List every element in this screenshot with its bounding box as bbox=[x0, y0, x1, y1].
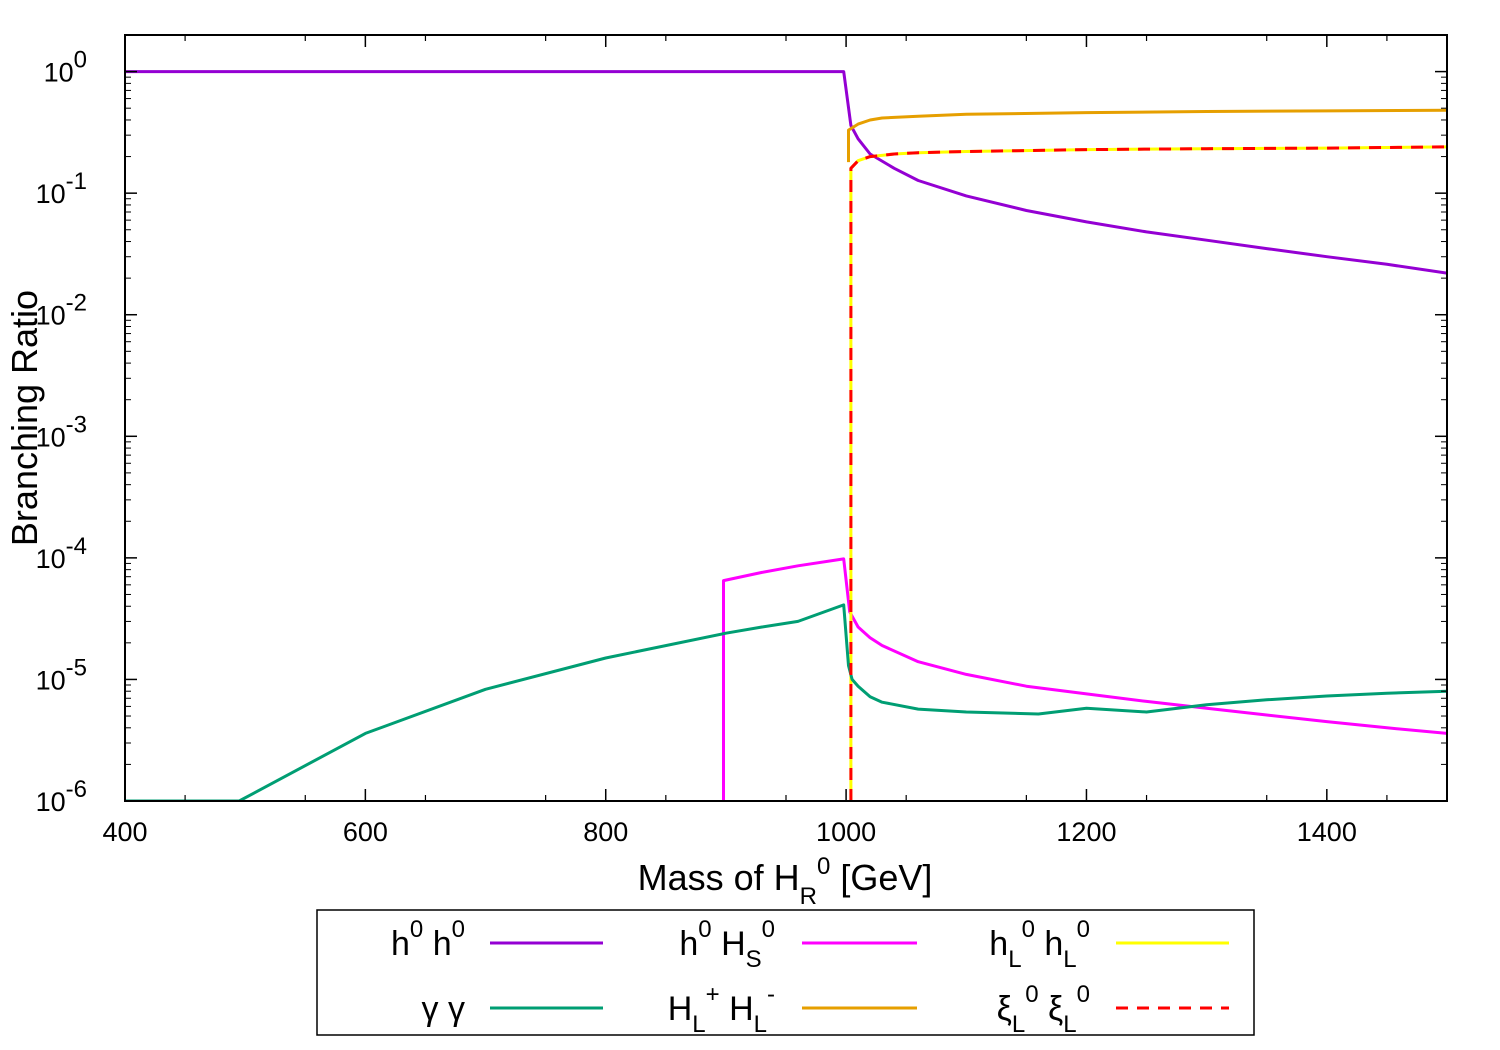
ticks-layer: 400 600 800 1000 1200 140010010-110-210-310-4… bbox=[36, 35, 1447, 847]
legend-label: HL+ HL- bbox=[668, 981, 775, 1038]
y-tick-label: 10-6 bbox=[36, 776, 87, 817]
legend-label: γ γ bbox=[422, 990, 465, 1028]
series-line-5 bbox=[849, 145, 1447, 801]
series-line-3 bbox=[125, 603, 1447, 801]
y-axis-title: Branching Ratio bbox=[4, 290, 45, 546]
x-tick-label: 600 bbox=[343, 817, 388, 847]
series-line-1 bbox=[722, 557, 1447, 801]
x-axis-title: Mass of HR0 [GeV] bbox=[638, 853, 933, 910]
series-layer bbox=[125, 70, 1447, 801]
series-line-4 bbox=[847, 108, 1447, 163]
y-tick-label: 100 bbox=[44, 47, 87, 88]
x-tick-label: 400 bbox=[102, 817, 147, 847]
x-axis-title-text: Mass of HR0 [GeV] bbox=[638, 853, 933, 910]
x-tick-label: 1200 bbox=[1056, 817, 1116, 847]
legend: h0 h0 h0 HS0 hL0 hL0 γ γ HL+ HL-ξL0 ξL0 bbox=[316, 909, 1255, 1038]
x-tick-label: 800 bbox=[583, 817, 628, 847]
legend-label: ξL0 ξL0 bbox=[997, 981, 1090, 1038]
series-line-0 bbox=[125, 70, 1447, 275]
y-tick-label: 10-1 bbox=[36, 168, 87, 209]
x-tick-label: 1400 bbox=[1297, 817, 1357, 847]
legend-label: h0 h0 bbox=[391, 916, 465, 963]
legend-label: hL0 hL0 bbox=[989, 916, 1090, 973]
y-tick-label: 10-5 bbox=[36, 654, 87, 695]
legend-label: h0 HS0 bbox=[679, 916, 775, 973]
legend-box bbox=[316, 909, 1255, 1036]
x-tick-label: 1000 bbox=[816, 817, 876, 847]
